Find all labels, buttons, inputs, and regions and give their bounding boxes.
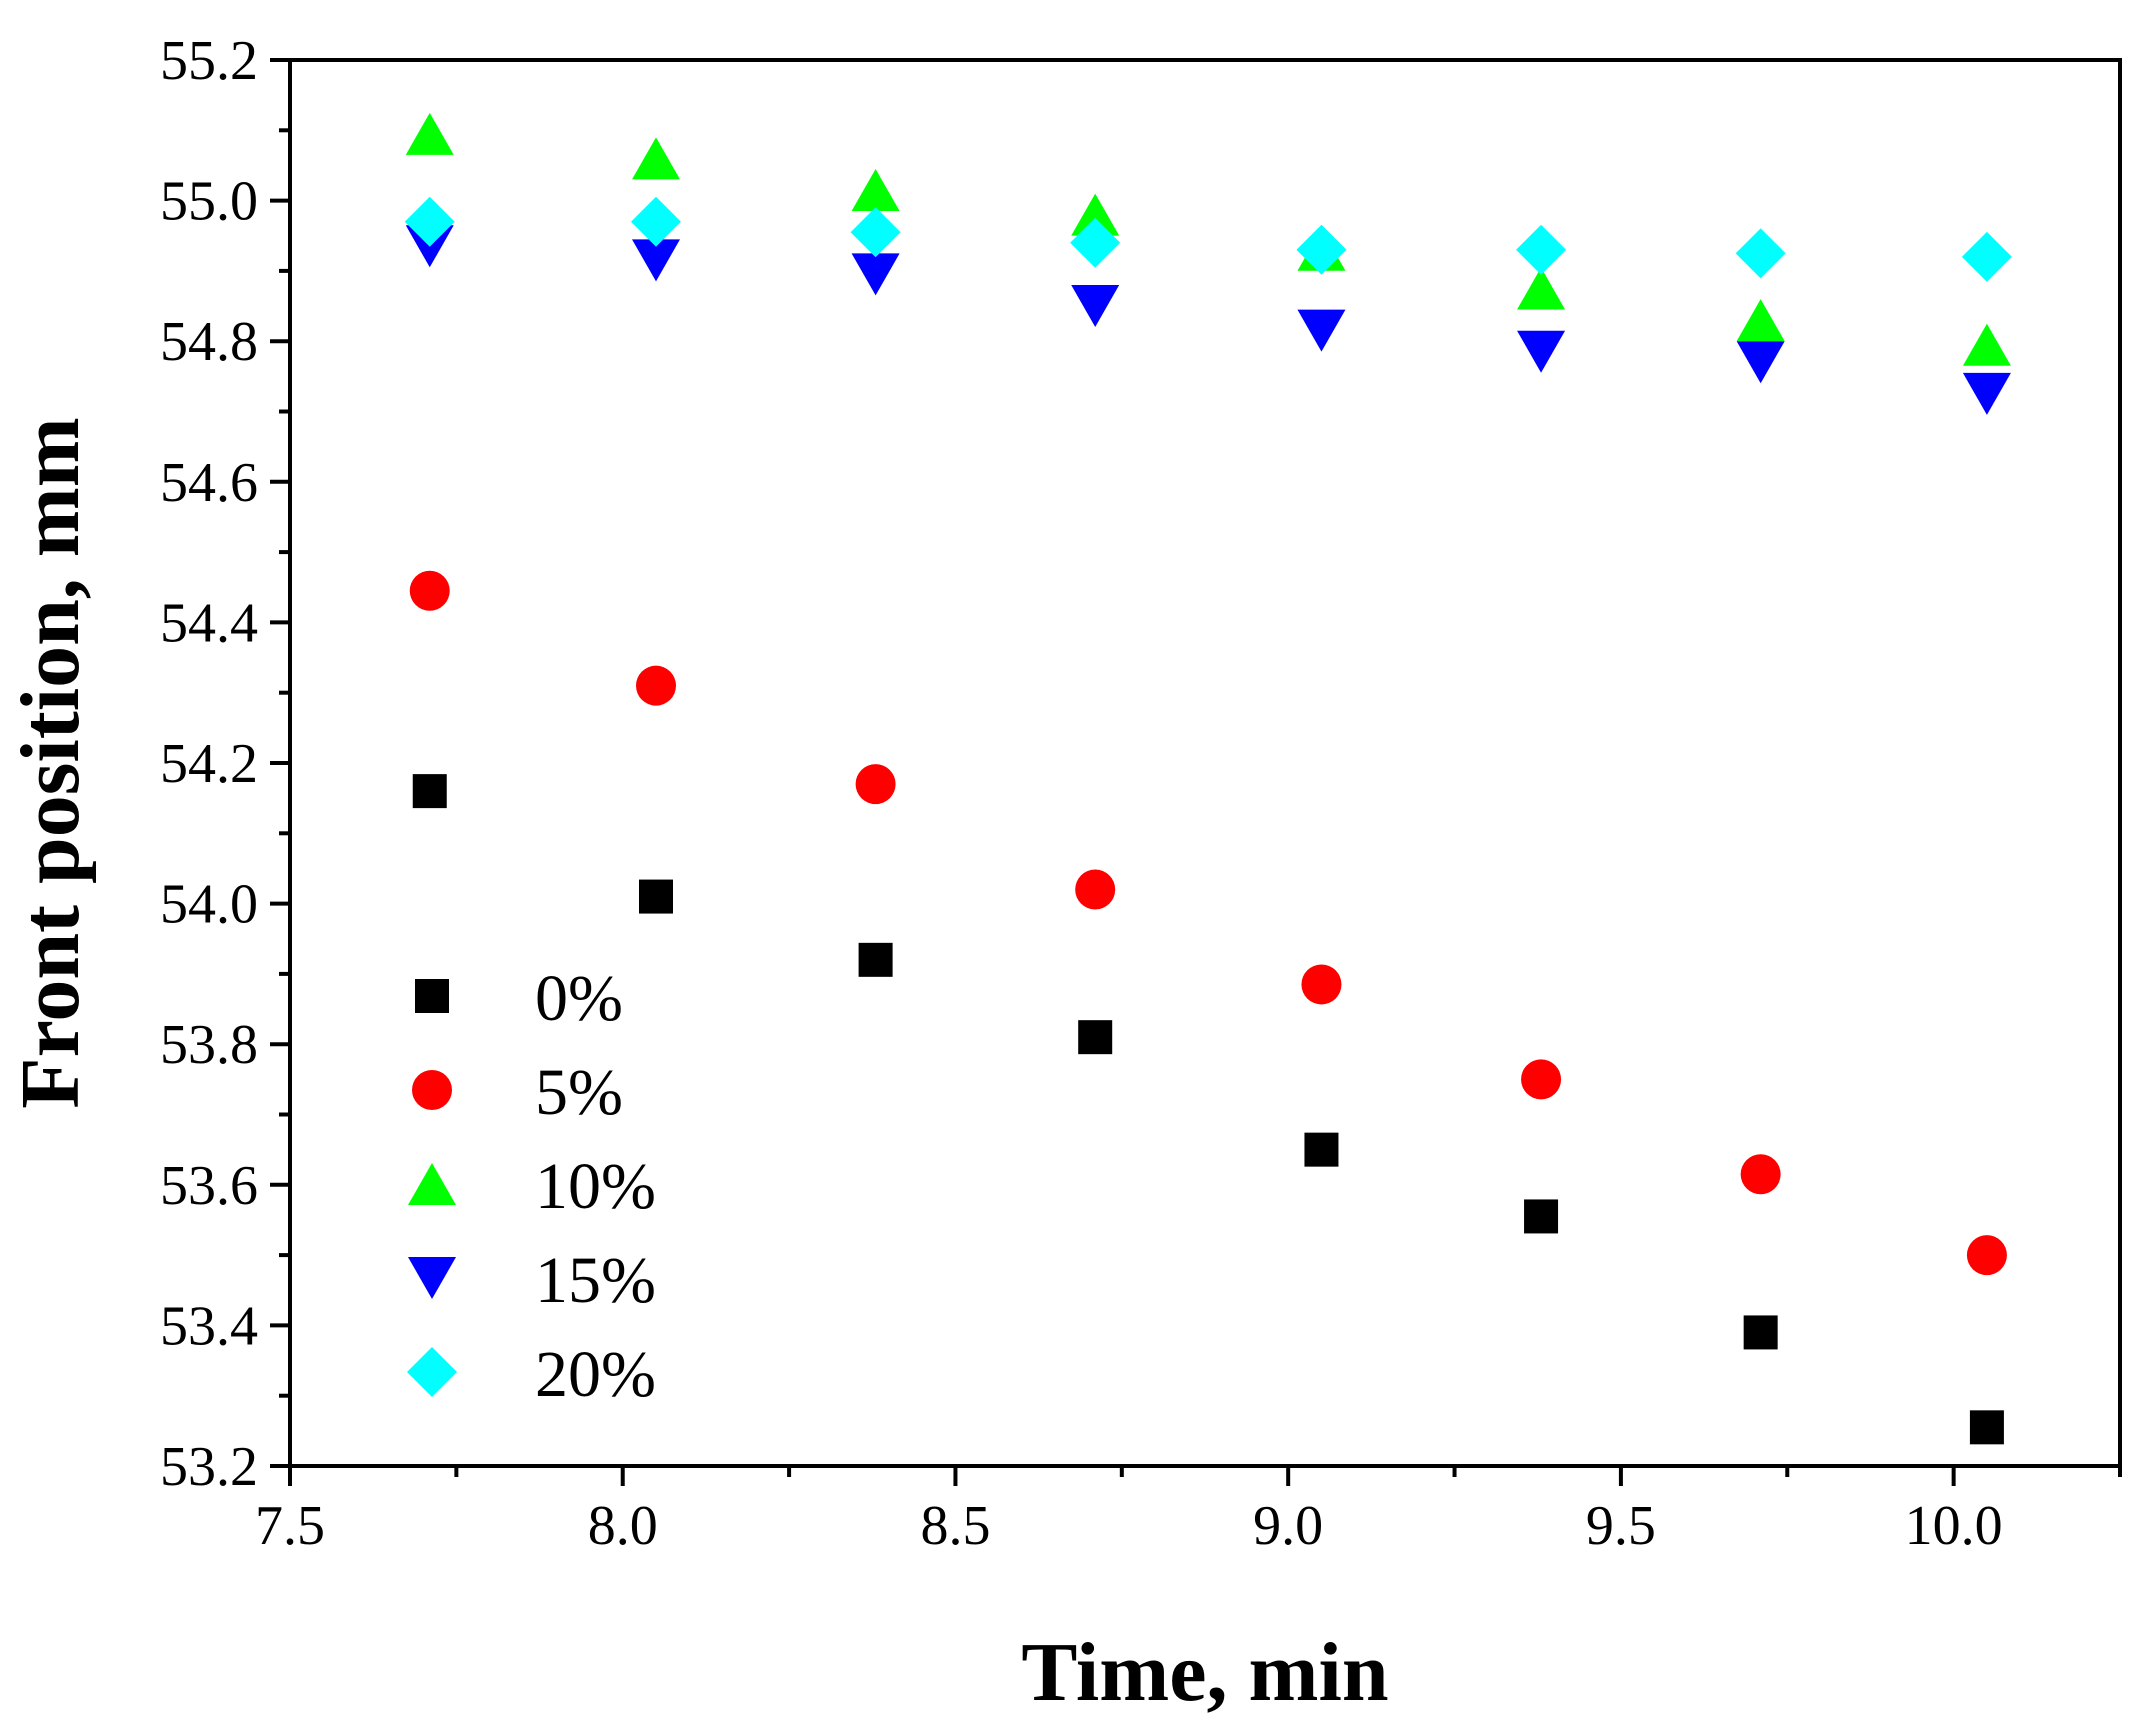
y-tick-label: 53.8	[160, 1014, 258, 1076]
data-point	[1735, 228, 1786, 279]
data-point	[1736, 341, 1785, 384]
y-tick-label: 53.2	[160, 1436, 258, 1498]
y-axis-title: Front position, mm	[4, 417, 97, 1108]
data-point	[1966, 1235, 2007, 1276]
data-points	[404, 112, 2012, 1445]
data-point	[1743, 1315, 1778, 1350]
data-point	[851, 169, 900, 212]
y-tick-label: 55.2	[160, 30, 258, 92]
data-point	[1524, 1199, 1559, 1234]
data-point	[1517, 267, 1566, 310]
legend-label: 10%	[535, 1150, 656, 1223]
data-point	[632, 137, 680, 180]
legend-marker	[408, 1257, 456, 1299]
x-tick-label: 7.5	[255, 1495, 325, 1557]
data-point	[1304, 1132, 1339, 1167]
x-tick-label: 9.5	[1586, 1495, 1656, 1557]
y-tick-label: 54.6	[160, 452, 258, 514]
data-point	[1961, 231, 2012, 282]
data-point	[405, 112, 454, 155]
data-point	[1969, 1410, 2004, 1445]
data-point	[1075, 869, 1116, 910]
legend-marker	[415, 979, 449, 1013]
data-point	[631, 196, 681, 247]
series-20pct	[404, 196, 2012, 282]
y-tick-label: 54.0	[160, 874, 258, 936]
legend-marker	[407, 1347, 457, 1397]
data-point	[1736, 299, 1785, 342]
y-tick-label: 54.2	[160, 733, 258, 795]
data-point	[409, 570, 450, 611]
data-point	[1070, 217, 1121, 268]
y-tick-label: 53.6	[160, 1155, 258, 1217]
legend-label: 5%	[535, 1056, 623, 1129]
data-point	[1962, 372, 2011, 415]
data-point	[851, 253, 900, 296]
series-0pct	[412, 774, 2004, 1445]
data-point	[404, 196, 455, 247]
data-point	[639, 879, 673, 914]
series-15pct	[405, 225, 2011, 415]
data-point	[1521, 1059, 1562, 1100]
x-tick-label: 9.0	[1253, 1495, 1323, 1557]
data-point	[1071, 285, 1120, 328]
data-point	[858, 942, 893, 977]
y-tick-label: 54.4	[160, 592, 258, 654]
x-axis-title: Time, min	[1021, 1626, 1388, 1716]
y-tick-label: 54.8	[160, 311, 258, 373]
legend-marker	[408, 1163, 456, 1205]
legend-marker	[412, 1070, 452, 1110]
data-point	[855, 764, 896, 805]
legend-label: 20%	[535, 1338, 656, 1411]
y-tick-label: 55.0	[160, 171, 258, 233]
data-point	[1962, 323, 2011, 366]
data-point	[1517, 330, 1566, 373]
data-point	[1516, 224, 1567, 275]
x-tick-label: 8.5	[920, 1495, 990, 1557]
axes: 7.5 8.0 8.5 9.0 9.5 10.0 53.2 53.4 53.6 53.8 54.0 5…	[160, 30, 2122, 1557]
data-point	[1297, 309, 1346, 352]
legend: 0% 5% 10% 15% 20%	[407, 962, 656, 1411]
data-point	[636, 665, 676, 706]
series-10pct	[405, 112, 2011, 366]
y-tick-label: 53.4	[160, 1295, 258, 1357]
data-point	[632, 239, 680, 282]
data-point	[1296, 224, 1347, 275]
legend-label: 0%	[535, 962, 623, 1035]
data-point	[1071, 193, 1120, 236]
x-tick-label: 8.0	[588, 1495, 658, 1557]
data-point	[412, 774, 447, 809]
series-5pct	[409, 570, 2007, 1276]
data-point	[1301, 964, 1342, 1005]
data-point	[850, 207, 901, 258]
data-point	[1740, 1154, 1781, 1195]
legend-label: 15%	[535, 1244, 656, 1317]
data-point	[1078, 1020, 1113, 1055]
x-tick-label: 10.0	[1905, 1495, 2003, 1557]
